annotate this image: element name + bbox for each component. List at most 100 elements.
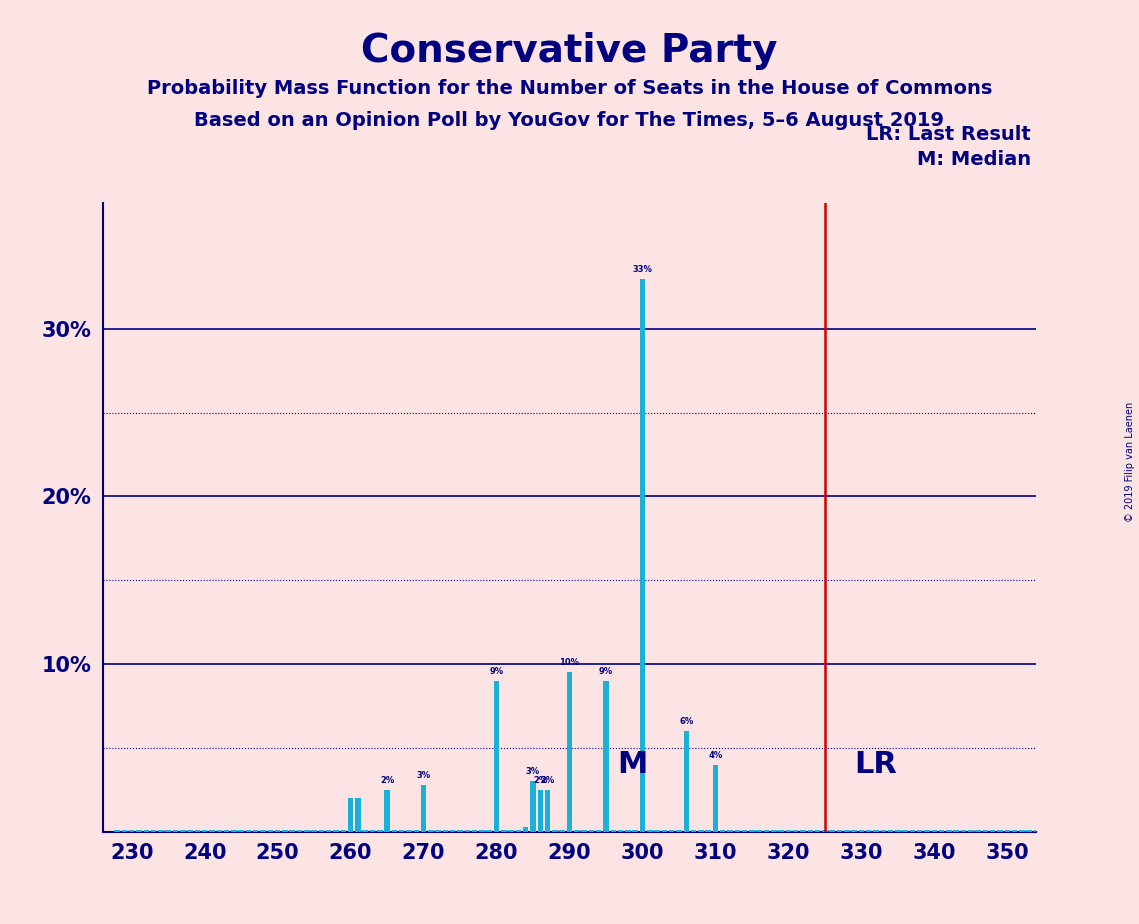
Bar (669, 830, 674, 832)
Bar (925, 830, 929, 832)
Bar (887, 830, 893, 832)
Bar (144, 830, 149, 832)
Text: LR: LR (854, 750, 896, 779)
Bar (465, 830, 470, 832)
Bar (180, 830, 186, 832)
Text: Probability Mass Function for the Number of Seats in the House of Commons: Probability Mass Function for the Number… (147, 79, 992, 98)
Bar (420, 784, 426, 832)
Bar (559, 830, 565, 832)
Bar (778, 830, 784, 832)
Bar (516, 830, 522, 832)
Bar (1005, 830, 1010, 832)
Bar (304, 830, 310, 832)
Bar (494, 681, 499, 832)
Bar (501, 830, 507, 832)
Bar (741, 830, 747, 832)
Text: 4%: 4% (708, 750, 722, 760)
Bar (786, 830, 792, 832)
Bar (932, 830, 937, 832)
Bar (137, 830, 141, 832)
Bar (662, 830, 667, 832)
Bar (1019, 830, 1025, 832)
Bar (764, 830, 769, 832)
Text: 3%: 3% (526, 767, 540, 776)
Bar (274, 830, 280, 832)
Bar (210, 830, 214, 832)
Text: M: M (617, 750, 647, 779)
Bar (552, 830, 558, 832)
Text: LR: Last Result: LR: Last Result (866, 125, 1031, 144)
Bar (486, 830, 492, 832)
Bar (428, 830, 434, 832)
Bar (347, 798, 353, 832)
Bar (829, 830, 835, 832)
Bar (589, 830, 595, 832)
Bar (844, 830, 850, 832)
Bar (749, 830, 755, 832)
Bar (647, 830, 653, 832)
Bar (910, 830, 915, 832)
Bar (990, 830, 995, 832)
Bar (407, 830, 411, 832)
Bar (187, 830, 192, 832)
Bar (947, 830, 952, 832)
Bar (523, 827, 528, 832)
Bar (983, 830, 989, 832)
Bar (683, 731, 689, 832)
Bar (705, 830, 711, 832)
Text: 2%: 2% (533, 775, 548, 784)
Bar (851, 830, 857, 832)
Bar (195, 830, 200, 832)
Bar (617, 830, 623, 832)
Text: Conservative Party: Conservative Party (361, 32, 778, 70)
Bar (377, 830, 383, 832)
Bar (953, 830, 959, 832)
Text: 3%: 3% (417, 771, 431, 780)
Bar (129, 830, 134, 832)
Bar (370, 830, 375, 832)
Bar (544, 790, 550, 832)
Bar (654, 830, 659, 832)
Bar (728, 830, 732, 832)
Text: 2%: 2% (380, 775, 394, 784)
Text: 10%: 10% (559, 659, 580, 667)
Bar (341, 830, 346, 832)
Text: © 2019 Filip van Laenen: © 2019 Filip van Laenen (1125, 402, 1134, 522)
Bar (611, 830, 616, 832)
Bar (311, 830, 317, 832)
Bar (895, 830, 901, 832)
Bar (334, 830, 338, 832)
Bar (968, 830, 974, 832)
Bar (246, 830, 252, 832)
Bar (859, 830, 865, 832)
Bar (998, 830, 1002, 832)
Bar (961, 830, 966, 832)
Bar (202, 830, 207, 832)
Bar (735, 830, 740, 832)
Bar (814, 830, 820, 832)
Bar (392, 830, 398, 832)
Bar (362, 830, 368, 832)
Bar (224, 830, 229, 832)
Bar (165, 830, 171, 832)
Bar (399, 830, 404, 832)
Text: 9%: 9% (599, 667, 613, 675)
Bar (567, 673, 572, 832)
Bar (268, 830, 273, 832)
Bar (122, 830, 128, 832)
Bar (880, 830, 886, 832)
Bar (443, 830, 448, 832)
Bar (917, 830, 923, 832)
Bar (450, 830, 456, 832)
Bar (435, 830, 441, 832)
Bar (297, 830, 302, 832)
Bar (508, 830, 514, 832)
Bar (216, 830, 222, 832)
Bar (713, 764, 719, 832)
Bar (458, 830, 462, 832)
Bar (837, 830, 842, 832)
Bar (574, 830, 580, 832)
Bar (114, 830, 120, 832)
Bar (173, 830, 178, 832)
Bar (625, 830, 631, 832)
